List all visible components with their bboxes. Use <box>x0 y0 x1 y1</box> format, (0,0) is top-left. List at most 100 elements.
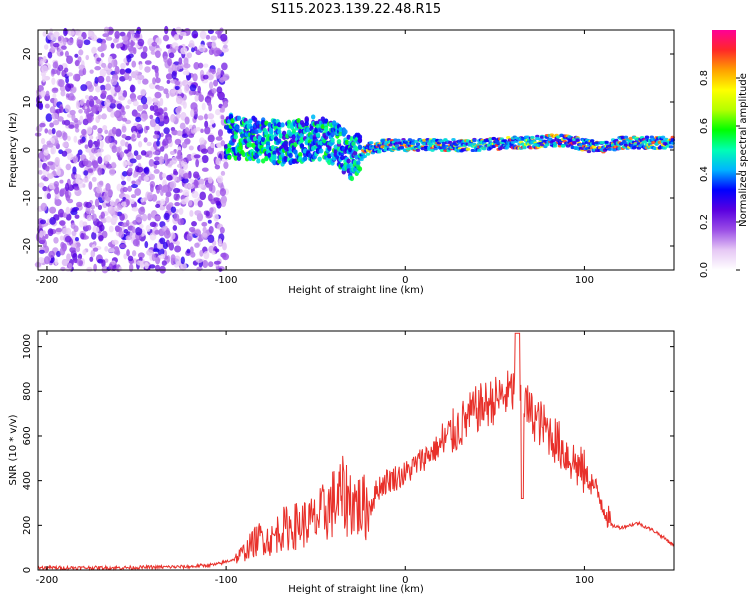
spectrogram-cell <box>126 55 132 63</box>
spectrogram-marks <box>34 25 675 274</box>
spectrogram-cell <box>171 63 177 73</box>
spectrogram-cell <box>59 235 64 241</box>
spectrogram-cell <box>323 118 329 124</box>
spectrogram-cell <box>220 140 226 147</box>
spectrogram-cell <box>162 241 168 250</box>
spectrogram-cell <box>269 128 274 135</box>
spectrogram-cell <box>623 135 629 139</box>
spectrogram-cell <box>114 30 120 39</box>
spectrogram-cell <box>62 131 68 141</box>
spectrogram-cell <box>158 155 165 165</box>
spectrogram-cell <box>202 259 209 269</box>
spectrogram-cell <box>149 221 157 228</box>
spectrogram-cell <box>44 233 49 240</box>
spectrogram-cell <box>365 152 371 156</box>
spectrogram-cell <box>104 129 109 135</box>
spectrogram-y-label: Frequency (Hz) <box>8 112 19 188</box>
spectrogram-cell <box>82 249 87 256</box>
snr-y-tick-label: 600 <box>22 426 33 445</box>
spectrogram-cell <box>248 118 253 124</box>
spectrogram-cell <box>162 34 170 42</box>
spectrogram-cell <box>190 251 196 258</box>
spectrogram-cell <box>149 118 157 128</box>
spectrogram-cell <box>64 182 70 192</box>
spectrogram-cell <box>52 119 60 126</box>
spectrogram-cell <box>415 148 421 152</box>
spectrogram-cell <box>635 137 640 141</box>
colorbar-label: Normalized spectral amplitude <box>738 73 749 227</box>
spectrogram-cell <box>207 113 215 120</box>
spectrogram-cell <box>186 232 193 242</box>
spectrogram-cell <box>423 145 429 149</box>
spectrogram-cell <box>349 175 355 182</box>
spectrogram-cell <box>87 139 93 149</box>
spectrogram-cell <box>186 248 191 254</box>
spectrogram-cell <box>168 202 174 207</box>
spectrogram-cell <box>87 168 94 173</box>
spectrogram-x-tick-label: 0 <box>402 275 408 286</box>
spectrogram-cell <box>86 99 91 108</box>
spectrogram-cell <box>55 227 63 233</box>
spectrogram-cell <box>214 164 221 170</box>
spectrogram-cell <box>183 63 191 69</box>
spectrogram-cell <box>652 146 658 151</box>
spectrogram-cell <box>193 106 198 115</box>
spectrogram-cell <box>430 148 435 152</box>
spectrogram-cell <box>369 141 374 145</box>
spectrogram-cell <box>194 242 200 248</box>
spectrogram-cell <box>91 46 97 55</box>
spectrogram-cell <box>162 138 169 146</box>
spectrogram-cell <box>155 256 161 265</box>
spectrogram-cell <box>111 59 117 68</box>
spectrogram-cell <box>157 86 165 91</box>
spectrogram-cell <box>530 135 535 140</box>
spectrogram-cell <box>199 30 207 40</box>
spectrogram-cell <box>210 143 216 149</box>
spectrogram-cell <box>159 237 166 245</box>
spectrogram-cell <box>145 125 150 131</box>
spectrogram-cell <box>283 144 288 150</box>
spectrogram-cell <box>169 89 176 98</box>
spectrogram-cell <box>77 149 83 156</box>
spectrogram-cell <box>104 83 112 91</box>
spectrogram-cell <box>182 70 189 76</box>
spectrogram-cell <box>491 136 496 141</box>
spectrogram-cell <box>200 128 204 134</box>
spectrogram-cell <box>201 102 206 111</box>
spectrogram-cell <box>209 119 215 125</box>
spectrogram-cell <box>204 120 209 128</box>
spectrogram-cell <box>74 123 79 129</box>
spectrogram-cell <box>133 150 139 157</box>
snr-x-tick-label: 100 <box>575 575 594 586</box>
spectrogram-cell <box>100 43 106 51</box>
spectrogram-cell <box>43 44 49 50</box>
spectrogram-cell <box>151 253 156 262</box>
spectrogram-cell <box>40 202 48 212</box>
spectrogram-cell <box>192 33 198 39</box>
spectrogram-cell <box>61 45 67 50</box>
spectrogram-cell <box>199 137 205 145</box>
spectrogram-cell <box>477 148 482 152</box>
spectrogram-cell <box>188 40 195 49</box>
spectrogram-cell <box>76 39 83 48</box>
spectrogram-cell <box>154 264 161 272</box>
spectrogram-cell <box>152 97 158 103</box>
spectrogram-cell <box>544 143 550 147</box>
spectrogram-cell <box>304 121 309 127</box>
spectrogram-cell <box>256 158 261 164</box>
spectrogram-cell <box>140 150 147 156</box>
spectrogram-cell <box>62 227 69 235</box>
spectrogram-cell <box>215 136 223 141</box>
spectrogram-cell <box>139 223 144 229</box>
spectrogram-cell <box>152 77 157 85</box>
spectrogram-cell <box>159 97 164 107</box>
spectrogram-cell <box>99 224 105 232</box>
spectrogram-cell <box>97 114 102 120</box>
colorbar-tick-label: 0.8 <box>699 70 710 86</box>
spectrogram-cell <box>37 84 44 93</box>
spectrogram-cell <box>330 137 335 143</box>
spectrogram-cell <box>91 34 98 42</box>
spectrogram-cell <box>220 170 226 176</box>
spectrogram-cell <box>56 250 61 258</box>
spectrogram-cell <box>195 127 201 132</box>
